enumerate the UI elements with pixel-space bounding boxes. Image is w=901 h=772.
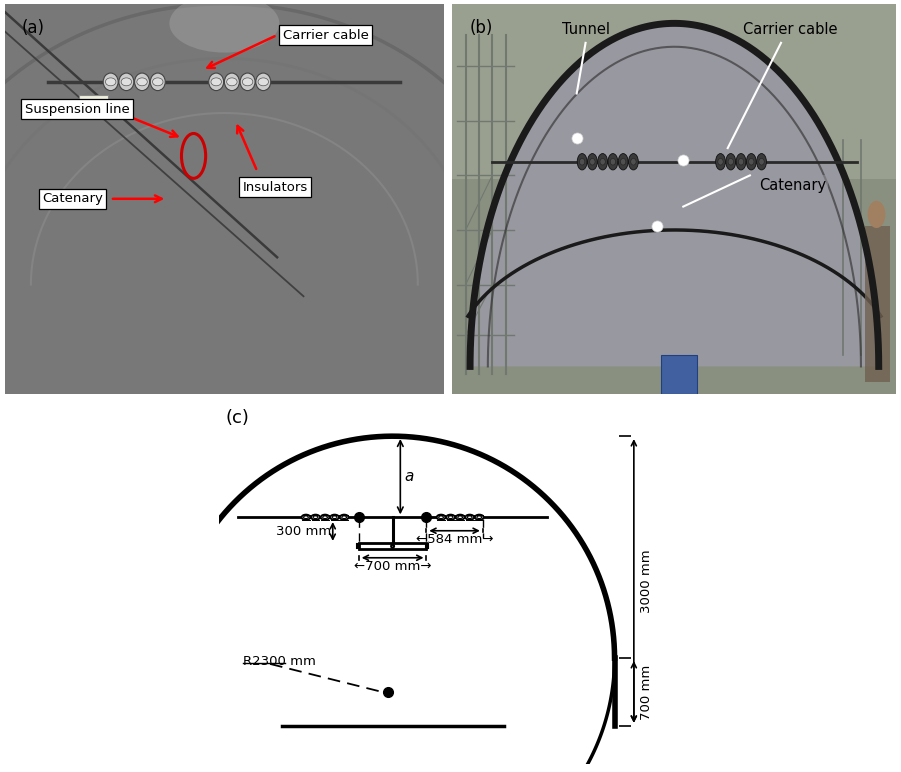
Ellipse shape <box>137 78 147 86</box>
Ellipse shape <box>589 158 595 165</box>
Bar <box>426 544 428 548</box>
Ellipse shape <box>746 154 756 170</box>
Ellipse shape <box>587 154 597 170</box>
Ellipse shape <box>728 158 733 165</box>
Ellipse shape <box>209 73 223 90</box>
Text: Catenary: Catenary <box>759 178 826 193</box>
Ellipse shape <box>169 0 279 52</box>
Ellipse shape <box>738 158 743 165</box>
Text: 3000 mm: 3000 mm <box>640 549 652 613</box>
Text: R2300 mm: R2300 mm <box>243 655 316 669</box>
Text: Insulators: Insulators <box>242 181 307 194</box>
Ellipse shape <box>323 516 327 519</box>
Ellipse shape <box>759 158 764 165</box>
Text: a: a <box>405 469 414 484</box>
Ellipse shape <box>314 516 318 519</box>
Ellipse shape <box>579 158 585 165</box>
Ellipse shape <box>150 73 165 90</box>
Ellipse shape <box>302 515 310 520</box>
Ellipse shape <box>242 78 253 86</box>
Ellipse shape <box>868 201 886 228</box>
Ellipse shape <box>439 516 443 519</box>
Ellipse shape <box>304 516 308 519</box>
Ellipse shape <box>477 516 482 519</box>
Ellipse shape <box>621 158 626 165</box>
Ellipse shape <box>749 158 754 165</box>
Text: 700 mm: 700 mm <box>640 664 652 720</box>
Ellipse shape <box>458 516 462 519</box>
Ellipse shape <box>321 515 330 520</box>
Ellipse shape <box>757 154 767 170</box>
Ellipse shape <box>152 78 163 86</box>
Ellipse shape <box>715 154 725 170</box>
Polygon shape <box>470 23 878 367</box>
Ellipse shape <box>446 515 455 520</box>
Ellipse shape <box>726 154 735 170</box>
Text: 01: 01 <box>89 100 98 106</box>
Bar <box>79 96 108 109</box>
Ellipse shape <box>211 78 222 86</box>
Bar <box>452 4 896 179</box>
Ellipse shape <box>332 516 337 519</box>
Text: ←700 mm→: ←700 mm→ <box>354 560 432 574</box>
Ellipse shape <box>610 158 615 165</box>
Text: Tunnel: Tunnel <box>561 22 610 37</box>
Ellipse shape <box>224 73 240 90</box>
Ellipse shape <box>121 78 132 86</box>
Text: (a): (a) <box>23 19 45 38</box>
Bar <box>359 543 426 549</box>
Ellipse shape <box>311 515 320 520</box>
Ellipse shape <box>340 515 349 520</box>
Ellipse shape <box>227 78 237 86</box>
Ellipse shape <box>618 154 628 170</box>
Bar <box>865 226 890 382</box>
Ellipse shape <box>448 516 453 519</box>
Ellipse shape <box>597 154 607 170</box>
Bar <box>357 544 359 548</box>
Ellipse shape <box>600 158 605 165</box>
Text: Carrier cable: Carrier cable <box>283 29 369 42</box>
Ellipse shape <box>104 73 118 90</box>
Ellipse shape <box>105 78 116 86</box>
Bar <box>661 355 696 394</box>
Text: 300 mm: 300 mm <box>276 525 331 538</box>
Ellipse shape <box>240 73 255 90</box>
Ellipse shape <box>256 73 271 90</box>
Ellipse shape <box>437 515 445 520</box>
Ellipse shape <box>119 73 134 90</box>
Ellipse shape <box>331 515 339 520</box>
Ellipse shape <box>631 158 636 165</box>
Ellipse shape <box>456 515 465 520</box>
Ellipse shape <box>134 73 150 90</box>
Text: Carrier cable: Carrier cable <box>742 22 837 37</box>
Ellipse shape <box>468 516 472 519</box>
Ellipse shape <box>465 515 474 520</box>
Ellipse shape <box>475 515 484 520</box>
Ellipse shape <box>578 154 587 170</box>
Text: (c): (c) <box>225 409 250 427</box>
Ellipse shape <box>736 154 746 170</box>
Text: Suspension line: Suspension line <box>24 103 130 116</box>
Ellipse shape <box>391 545 394 547</box>
Text: ←584 mm→: ←584 mm→ <box>415 533 494 547</box>
Ellipse shape <box>718 158 724 165</box>
Ellipse shape <box>608 154 618 170</box>
Ellipse shape <box>258 78 268 86</box>
Ellipse shape <box>341 516 347 519</box>
Ellipse shape <box>629 154 638 170</box>
Text: Catenary: Catenary <box>42 192 103 205</box>
Text: (b): (b) <box>470 19 494 38</box>
